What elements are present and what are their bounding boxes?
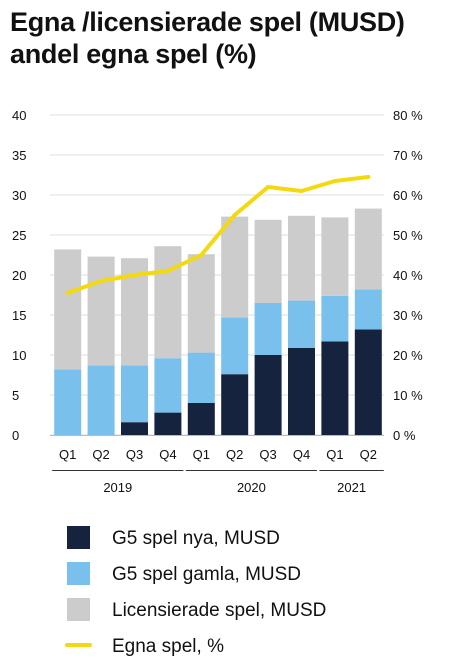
y-tick-label: 0	[12, 428, 19, 443]
legend-label: Licensierade spel, MUSD	[112, 600, 326, 621]
legend-label: G5 spel nya, MUSD	[112, 528, 280, 549]
bar-segment	[154, 358, 182, 413]
bar-segment	[87, 256, 115, 366]
y-tick-label: 40	[12, 108, 26, 123]
bar-segment	[354, 289, 382, 330]
line-point	[65, 291, 70, 295]
bar-segment	[154, 246, 182, 359]
line-point	[266, 185, 271, 189]
bar-segment	[288, 215, 315, 301]
line-point	[366, 175, 371, 179]
x-tick-label: Q4	[159, 447, 176, 462]
bar-segment	[87, 365, 115, 435]
x-tick-label: Q3	[259, 447, 276, 462]
y2-tick-label: 80 %	[393, 108, 423, 123]
x-tick-label: Q2	[360, 447, 377, 462]
bar-segment	[121, 365, 148, 423]
line-point	[199, 253, 204, 257]
bar-segment	[221, 216, 249, 318]
y2-tick-label: 0 %	[393, 428, 416, 443]
x-axis: Q1 Q2 Q3 Q4 Q1 Q2 Q3 Q4 Q1 Q2 2019 2020 2021	[50, 435, 384, 495]
x-group-label: 2020	[237, 480, 266, 495]
bar-segment	[254, 219, 282, 303]
legend-swatch	[67, 526, 90, 549]
bar-segment	[354, 208, 382, 290]
line-point	[299, 189, 304, 193]
y-tick-label: 25	[12, 228, 26, 243]
legend-swatch	[67, 562, 90, 585]
bar-segment	[221, 317, 249, 375]
bar-segment	[321, 295, 349, 342]
line-point	[132, 273, 137, 277]
bar-segment	[187, 352, 215, 403]
y-axis-left: 0 5 10 15 20 25 30 35 40	[12, 108, 26, 443]
bar-segment	[154, 412, 182, 435]
x-tick-label: Q1	[193, 447, 210, 462]
bar-segment	[288, 300, 315, 348]
bar-segment	[54, 249, 82, 370]
y-tick-label: 35	[12, 148, 26, 163]
bar-segment	[121, 422, 148, 435]
x-group-label: 2019	[103, 480, 132, 495]
bar-segment	[187, 403, 215, 435]
bar-segment	[254, 303, 282, 355]
line-point	[165, 269, 170, 273]
y2-tick-label: 20 %	[393, 348, 423, 363]
chart-title: Egna /licensierade spel (MUSD) andel egn…	[10, 7, 405, 69]
line-point	[232, 213, 237, 217]
legend-label: Egna spel, %	[112, 636, 224, 657]
line-series	[65, 175, 371, 295]
x-tick-label: Q1	[59, 447, 76, 462]
x-tick-label: Q4	[293, 447, 310, 462]
bar-segment	[321, 217, 349, 296]
line-point	[99, 279, 104, 283]
bar-segment	[221, 374, 249, 435]
x-tick-label: Q3	[126, 447, 143, 462]
bar-segment	[288, 347, 315, 435]
bar-segment	[354, 329, 382, 435]
y2-tick-label: 30 %	[393, 308, 423, 323]
legend: G5 spel nya, MUSD G5 spel gamla, MUSD Lice…	[65, 526, 326, 657]
x-tick-label: Q1	[326, 447, 343, 462]
line-point	[332, 179, 337, 183]
bar-segment	[54, 369, 82, 435]
x-tick-label: Q2	[226, 447, 243, 462]
y2-tick-label: 50 %	[393, 228, 423, 243]
bars	[54, 208, 382, 435]
legend-swatch	[67, 598, 90, 621]
x-group-label: 2021	[337, 480, 366, 495]
y2-tick-label: 40 %	[393, 268, 423, 283]
y-tick-label: 15	[12, 308, 26, 323]
bar-segment	[187, 254, 215, 353]
y2-tick-label: 10 %	[393, 388, 423, 403]
y-axis-right: 0 % 10 % 20 % 30 % 40 % 50 % 60 % 70 % 80 %	[393, 108, 423, 443]
percent-line	[65, 175, 371, 295]
y2-tick-label: 60 %	[393, 188, 423, 203]
bar-segment	[254, 355, 282, 435]
y-tick-label: 30	[12, 188, 26, 203]
legend-label: G5 spel gamla, MUSD	[112, 564, 301, 585]
x-tick-label: Q2	[92, 447, 109, 462]
y-tick-label: 20	[12, 268, 26, 283]
bar-segment	[321, 341, 349, 435]
y-tick-label: 5	[12, 388, 19, 403]
y2-tick-label: 70 %	[393, 148, 423, 163]
y-tick-label: 10	[12, 348, 26, 363]
